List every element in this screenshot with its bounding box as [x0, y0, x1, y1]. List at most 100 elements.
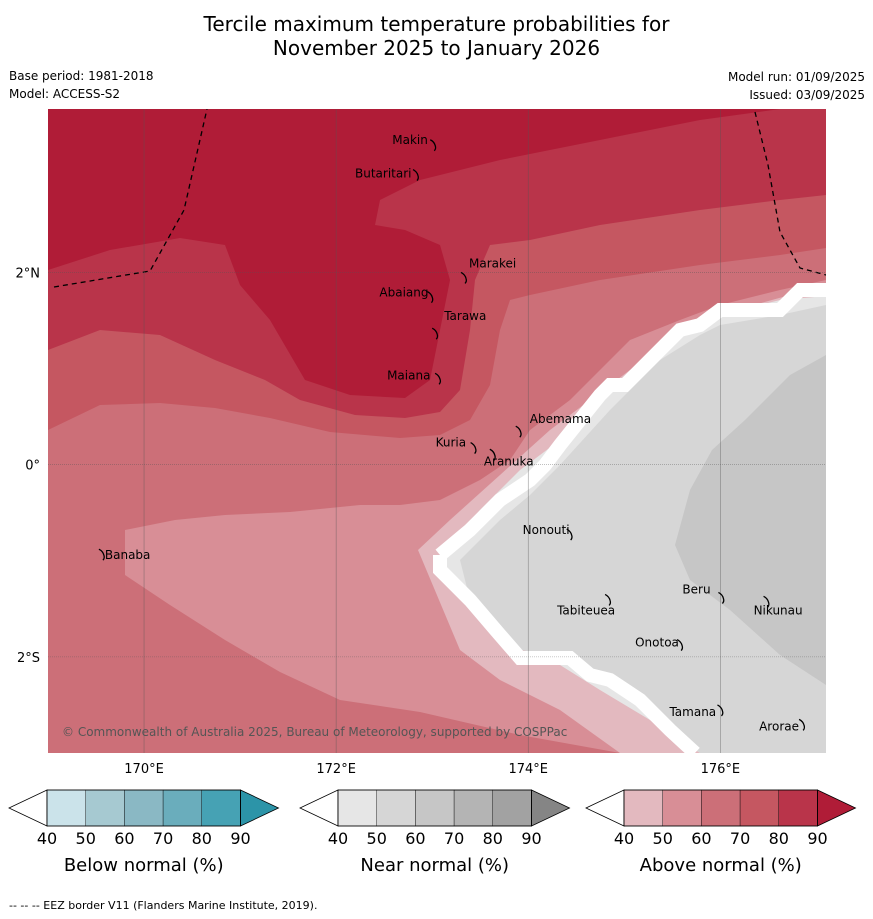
- colorbar-tick: 60: [114, 829, 134, 848]
- island-label: Kuria: [436, 436, 467, 450]
- islands: Makin Butaritari Marakei Abaiang Tarawa Maian…: [98, 133, 806, 733]
- colorbar-segment: [376, 789, 416, 827]
- island-outline: [470, 441, 477, 454]
- lon-tick-label: 170°E: [124, 762, 164, 777]
- model-run: Model run: 01/09/2025: [727, 70, 865, 84]
- colorbar-label: Below normal (%): [64, 855, 224, 876]
- island-outline: [763, 595, 770, 608]
- island-label: Onotoa: [635, 636, 679, 650]
- eez-border: [53, 109, 208, 288]
- island-label: Butaritari: [355, 167, 412, 181]
- island-label: Nikunau: [754, 603, 803, 617]
- copyright-note: © Commonwealth of Australia 2025, Bureau…: [62, 725, 567, 739]
- colorbar-tick: 60: [405, 829, 425, 848]
- colorbar-tick: 70: [730, 829, 750, 848]
- issued-date: Issued: 03/09/2025: [749, 88, 865, 102]
- lon-tick-label: 172°E: [316, 762, 356, 777]
- island-label: Abemama: [530, 412, 591, 426]
- colorbar-tick: 70: [153, 829, 173, 848]
- island-outline: [604, 593, 612, 606]
- colorbar-tick: 40: [37, 829, 57, 848]
- island-label: Nonouti: [523, 523, 570, 537]
- colorbar-low-triangle: [299, 789, 339, 827]
- colorbar-high-triangle: [240, 789, 280, 827]
- colorbar-frame: [337, 789, 532, 827]
- probability-field: [48, 109, 826, 753]
- island-label: Aranuka: [484, 454, 534, 468]
- colorbar-segment: [739, 789, 779, 827]
- colorbar-tick: 50: [653, 829, 673, 848]
- boundary-line: [435, 283, 826, 561]
- colorbar-3: 40 50 60 70 80 90 Above normal (%): [585, 789, 857, 876]
- island-label: Beru: [682, 582, 710, 596]
- base-period: Base period: 1981-2018: [9, 69, 154, 83]
- colorbar-tick: 40: [614, 829, 634, 848]
- axis-labels: 170°E 172°E 174°E 176°E 2°N 0° 2°S: [16, 266, 741, 777]
- colorbar-high-triangle: [817, 789, 857, 827]
- colorbar-segment: [492, 789, 532, 827]
- colorbar-segment: [124, 789, 164, 827]
- colorbar-segment: [85, 789, 125, 827]
- island-outline: [460, 271, 467, 284]
- island-outline: [718, 591, 725, 604]
- colorbar-frame: [46, 789, 241, 827]
- title-line-1: Tercile maximum temperature probabilitie…: [203, 12, 670, 36]
- island-label: Arorae: [759, 719, 799, 733]
- model-name: Model: ACCESS-S2: [9, 87, 121, 101]
- island-label: Marakei: [469, 256, 516, 270]
- colorbar-segment: [623, 789, 663, 827]
- colorbar-segment: [453, 789, 494, 827]
- colorbar-segment: [201, 789, 241, 827]
- map-title: Tercile maximum temperature probabilitie…: [0, 12, 873, 60]
- colorbar-label: Above normal (%): [640, 855, 802, 876]
- colorbar-tick: 90: [230, 829, 250, 848]
- lon-tick-label: 174°E: [508, 762, 548, 777]
- colorbar-tick: 90: [521, 829, 541, 848]
- lat-tick-label: 2°S: [17, 651, 40, 666]
- island-outline: [798, 718, 806, 731]
- colorbar-tick: 70: [444, 829, 464, 848]
- prob-zone-50-near-normal: [460, 305, 826, 753]
- island-label: Tabiteuea: [556, 603, 615, 617]
- colorbar-tick: 80: [192, 829, 212, 848]
- colorbar-segment: [46, 789, 86, 827]
- colorbar-tick: 80: [483, 829, 503, 848]
- colorbar-tick: 50: [76, 829, 96, 848]
- footer-note: -- -- -- EEZ border V11 (Flanders Marine…: [9, 899, 318, 912]
- island-outline: [431, 327, 439, 340]
- colorbar-high-triangle: [531, 789, 571, 827]
- island-label: Tamana: [668, 705, 716, 719]
- colorbar-tick: 50: [367, 829, 387, 848]
- island-outline: [98, 548, 105, 561]
- island-outline: [566, 528, 573, 541]
- colorbar-tick: 90: [807, 829, 827, 848]
- colorbar-segment: [415, 789, 455, 827]
- island-outline: [676, 638, 684, 652]
- colorbar-label: Near normal (%): [360, 855, 509, 876]
- colorbar-tick: 80: [769, 829, 789, 848]
- island-outline: [429, 139, 437, 152]
- colorbar-tick: 60: [691, 829, 711, 848]
- colorbar-1: 40 50 60 70 80 90 Below normal (%): [8, 789, 280, 876]
- island-outline: [427, 291, 434, 304]
- colorbar-2: 40 50 60 70 80 90 Near normal (%): [299, 789, 571, 876]
- lat-tick-label: 0°: [25, 459, 40, 474]
- island-label: Abaiang: [379, 286, 428, 300]
- island-label: Tarawa: [443, 309, 486, 323]
- island-label: Maiana: [387, 368, 430, 382]
- colorbar-segment: [162, 789, 203, 827]
- colorbar-segment: [778, 789, 818, 827]
- colorbar-segment: [337, 789, 377, 827]
- island-outline: [434, 372, 442, 385]
- island-outline: [515, 425, 522, 438]
- colorbar-low-triangle: [585, 789, 625, 827]
- graticule: [48, 109, 826, 753]
- prob-zone-60-near-normal: [675, 355, 826, 685]
- island-outline: [717, 704, 724, 717]
- meta-left: Base period: 1981-2018 Model: ACCESS-S2: [9, 69, 154, 105]
- colorbar-low-triangle: [8, 789, 48, 827]
- title-line-2: November 2025 to January 2026: [272, 36, 601, 60]
- lon-tick-label: 176°E: [701, 762, 741, 777]
- colorbar-segment: [701, 789, 741, 827]
